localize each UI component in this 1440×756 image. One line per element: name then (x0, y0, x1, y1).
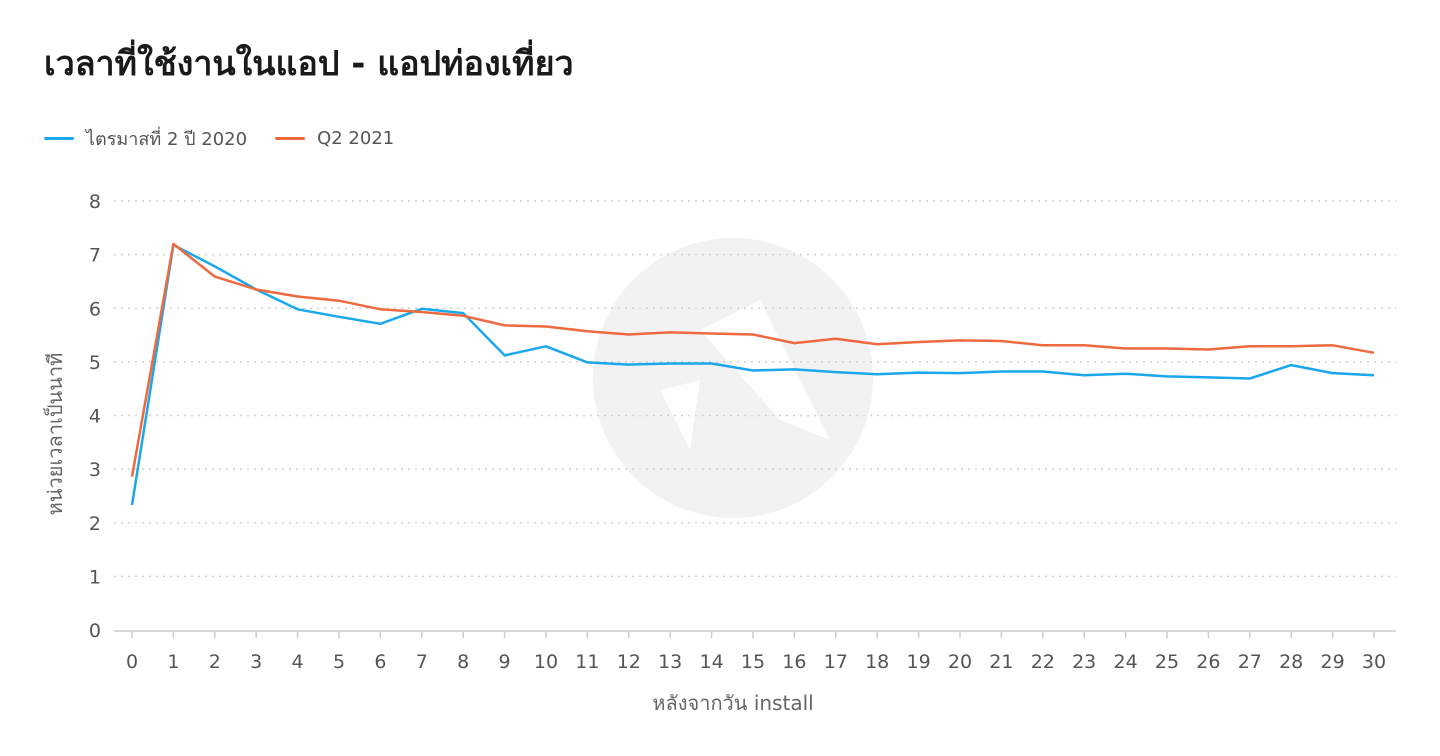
x-tick-label-27: 27 (1238, 651, 1262, 673)
y-tick-label-8: 8 (89, 191, 101, 213)
legend-swatch-2020 (44, 137, 74, 140)
x-tick-label-5: 5 (333, 651, 345, 673)
x-tick-label-28: 28 (1279, 651, 1303, 673)
x-tick-label-1: 1 (167, 651, 179, 673)
y-tick-label-7: 7 (89, 245, 101, 267)
series-lines (130, 242, 1375, 506)
legend: ไตรมาสที่ 2 ปี 2020 Q2 2021 (44, 124, 394, 153)
x-tick-label-6: 6 (374, 651, 386, 673)
x-tick-label-12: 12 (617, 651, 641, 673)
x-tick-label-7: 7 (416, 651, 428, 673)
series-line-0 (130, 243, 1375, 506)
x-tick-label-13: 13 (658, 651, 682, 673)
legend-label-2020: ไตรมาสที่ 2 ปี 2020 (86, 129, 248, 150)
y-tick-label-4: 4 (89, 406, 101, 428)
x-tick-label-24: 24 (1114, 651, 1138, 673)
series-line-1 (130, 242, 1375, 477)
chart-title: เวลาที่ใช้งานในแอป - แอปท่องเที่ยว (44, 44, 574, 84)
legend-swatch-2021 (275, 137, 306, 140)
x-axis (114, 630, 1396, 638)
x-tick-label-19: 19 (907, 651, 931, 673)
x-tick-label-22: 22 (1031, 651, 1055, 673)
y-tick-label-0: 0 (89, 620, 101, 642)
y-tick-label-5: 5 (89, 352, 101, 374)
x-tick-label-0: 0 (126, 651, 138, 673)
y-tick-label-3: 3 (89, 459, 101, 481)
watermark (593, 238, 873, 518)
x-tick-label-15: 15 (741, 651, 765, 673)
legend-label-2021: Q2 2021 (317, 128, 395, 149)
x-tick-label-21: 21 (989, 651, 1013, 673)
x-tick-label-20: 20 (948, 651, 972, 673)
x-tick-label-9: 9 (499, 651, 511, 673)
x-axis-label: หลังจากวัน install (652, 691, 813, 715)
x-tick-label-11: 11 (575, 651, 599, 673)
x-tick-label-16: 16 (782, 651, 806, 673)
x-tick-label-10: 10 (534, 651, 558, 673)
legend-item-2021[interactable]: Q2 2021 (275, 128, 394, 149)
x-tick-label-2: 2 (209, 651, 221, 673)
x-tick-label-29: 29 (1321, 651, 1345, 673)
x-tick-label-26: 26 (1196, 651, 1220, 673)
x-tick-label-30: 30 (1362, 651, 1386, 673)
y-tick-label-2: 2 (89, 513, 101, 535)
x-tick-label-8: 8 (457, 651, 469, 673)
y-tick-label-1: 1 (89, 566, 101, 588)
legend-item-2020[interactable]: ไตรมาสที่ 2 ปี 2020 (44, 124, 247, 153)
x-tick-label-14: 14 (700, 651, 724, 673)
x-tick-label-4: 4 (292, 651, 304, 673)
x-tick-label-23: 23 (1072, 651, 1096, 673)
x-tick-label-25: 25 (1155, 651, 1179, 673)
x-tick-label-18: 18 (865, 651, 889, 673)
y-tick-labels: 0 1 2 3 4 5 6 7 8 (89, 191, 101, 642)
x-tick-label-17: 17 (824, 651, 848, 673)
x-tick-labels: 0 1 2 3 4 5 6 7 8 9 10 11 12 13 14 15 16 17 18 19 20 21 22 23 24… (126, 651, 1386, 673)
x-tick-label-3: 3 (250, 651, 262, 673)
y-axis-label: หน่วยเวลาเป็นนาที (42, 353, 67, 516)
y-tick-label-6: 6 (89, 298, 101, 320)
